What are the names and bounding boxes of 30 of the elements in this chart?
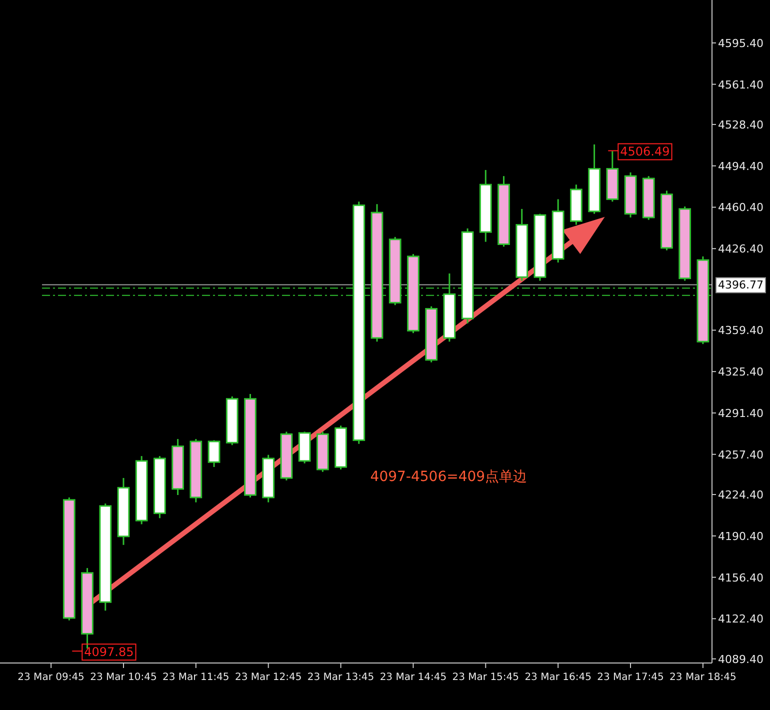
- y-tick-label: 4528.40: [718, 118, 764, 132]
- annotation: 4097-4506=409点单边: [370, 469, 528, 486]
- y-tick-label: 4224.40: [718, 488, 764, 502]
- y-tick-label: 4460.40: [718, 201, 764, 214]
- y-tick-label: 4325.40: [718, 366, 764, 379]
- y-tick-label: 4257.40: [718, 448, 764, 462]
- y-tick-label: 4156.40: [718, 571, 764, 584]
- x-tick-label: 23 Mar 11:45: [162, 672, 230, 683]
- y-tick-label: 4190.40: [718, 530, 764, 543]
- x-tick-label: 23 Mar 10:45: [90, 672, 157, 683]
- y-tick-label: 4089.40: [718, 652, 764, 666]
- ref-line-label: 4396.77: [718, 278, 764, 292]
- x-tick-label: 23 Mar 18:45: [670, 672, 736, 683]
- y-tick-label: 4494.40: [718, 160, 764, 173]
- x-tick-label: 23 Mar 13:45: [307, 672, 374, 683]
- x-tick-label: 23 Mar 09:45: [18, 672, 84, 683]
- y-tick-label: 4359.40: [718, 324, 764, 338]
- y-tick-label: 4595.40: [718, 36, 764, 50]
- x-tick-label: 23 Mar 15:45: [452, 672, 520, 683]
- x-tick-label: 23 Mar 12:45: [234, 672, 302, 683]
- y-tick-label: 4291.40: [718, 406, 764, 420]
- annotation: 4506.49: [620, 144, 670, 159]
- candlestick: [208, 439, 220, 468]
- y-tick-label: 4426.40: [718, 242, 764, 256]
- y-tick-label: 4122.40: [718, 612, 764, 626]
- x-tick-label: 23 Mar 14:45: [380, 672, 447, 683]
- x-tick-label: 23 Mar 16:45: [524, 672, 592, 683]
- annotation: 4097.85: [84, 645, 134, 660]
- x-tick-label: 23 Mar 17:45: [597, 672, 664, 683]
- y-tick-label: 4561.40: [718, 78, 764, 92]
